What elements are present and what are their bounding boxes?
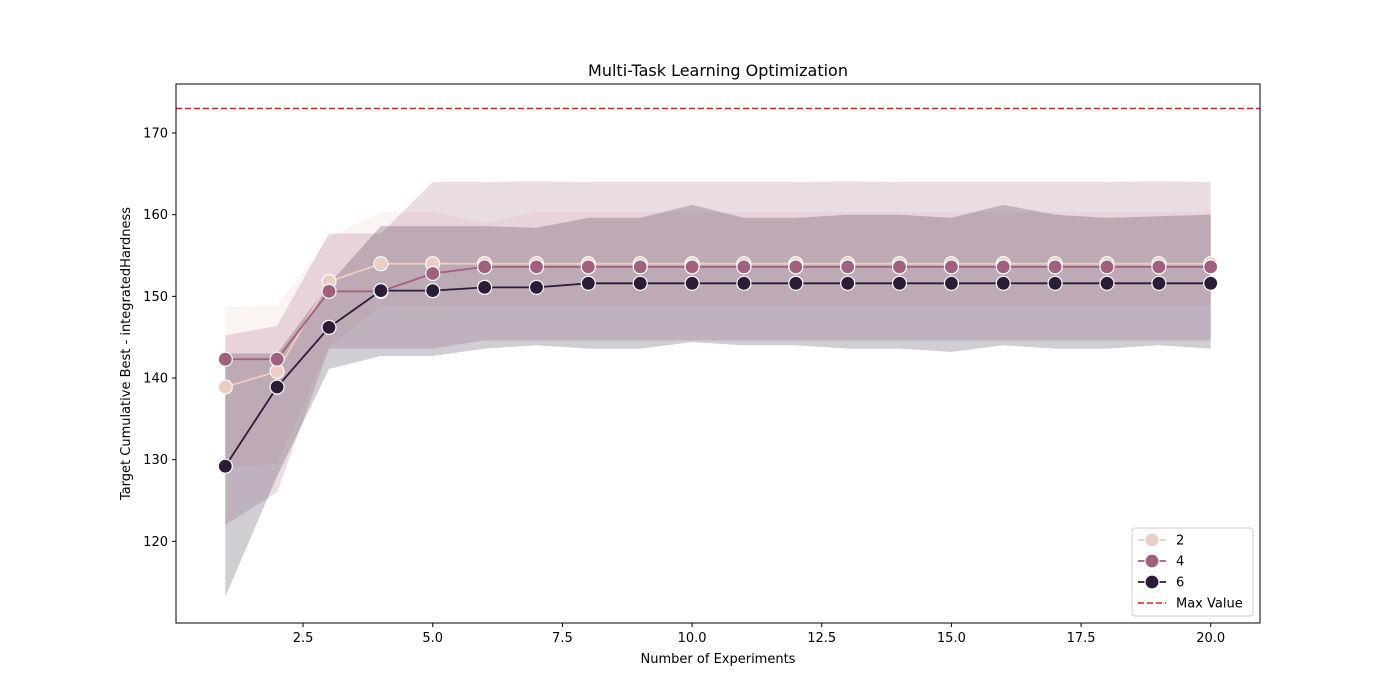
point-series-6-x14 <box>891 275 908 291</box>
legend-marker-4 <box>1144 553 1160 569</box>
point-series-6-x20 <box>1203 275 1219 291</box>
point-series-4-x19 <box>1151 259 1167 275</box>
legend-marker-6 <box>1144 574 1160 590</box>
point-series-4-x13 <box>840 259 856 275</box>
point-series-6-x3 <box>321 319 337 335</box>
point-series-4-x10 <box>684 259 700 275</box>
point-series-6-x4 <box>373 283 389 299</box>
point-series-6-x9 <box>632 275 648 291</box>
point-series-6-x7 <box>528 279 545 295</box>
point-series-6-x11 <box>736 275 752 291</box>
point-series-6-x6 <box>477 279 493 295</box>
y-tick-label: 170 <box>143 127 168 142</box>
point-series-6-x18 <box>1099 275 1115 291</box>
y-tick-label: 140 <box>143 372 168 387</box>
plot-area <box>175 83 1261 624</box>
legend: 2 4 6 Max Value <box>1131 527 1254 617</box>
point-series-2-x4 <box>373 256 389 272</box>
point-series-6-x15 <box>943 275 960 291</box>
x-tick-label: 15.0 <box>937 631 966 646</box>
point-series-4-x20 <box>1203 259 1219 275</box>
x-tick-label: 12.5 <box>807 631 836 646</box>
legend-label: 2 <box>1176 534 1184 549</box>
legend-label: Max Value <box>1176 597 1243 612</box>
chart-title: Multi-Task Learning Optimization <box>588 61 848 80</box>
point-series-4-x8 <box>580 259 596 275</box>
x-axis-label: Number of Experiments <box>641 652 796 667</box>
point-series-4-x18 <box>1099 259 1115 275</box>
x-tick-label: 10.0 <box>678 631 707 646</box>
point-series-4-x17 <box>1047 259 1063 275</box>
y-axis-label: Target Cumulative Best - integratedHardn… <box>119 207 134 501</box>
legend-marker-2 <box>1144 532 1160 548</box>
point-series-4-x5 <box>425 265 441 282</box>
point-series-4-x9 <box>632 259 648 275</box>
y-tick-label: 120 <box>143 535 168 550</box>
y-axis: 120 130 140 150 160 170 <box>143 127 176 550</box>
point-series-4-x11 <box>736 259 752 275</box>
x-axis: 2.5 5.0 7.5 10.0 12.5 15.0 17.5 20.0 <box>293 623 1225 646</box>
point-series-4-x14 <box>891 259 908 275</box>
confidence-bands <box>225 181 1211 597</box>
point-series-6-x13 <box>840 275 856 291</box>
legend-label: 4 <box>1176 555 1184 570</box>
point-series-6-x2 <box>269 379 285 395</box>
y-tick-label: 160 <box>143 208 168 223</box>
series-line-4 <box>225 265 1211 361</box>
point-series-4-x6 <box>477 259 493 275</box>
x-tick-label: 17.5 <box>1067 631 1096 646</box>
point-series-4-x2 <box>269 351 285 367</box>
point-series-4-x1 <box>217 351 233 367</box>
point-series-6-x10 <box>684 275 700 291</box>
confidence-band-series-6 <box>225 204 1211 597</box>
legend-label: 6 <box>1176 576 1184 591</box>
point-series-4-x7 <box>528 259 545 275</box>
series-line-6 <box>224 282 1211 467</box>
x-tick-label: 2.5 <box>293 631 314 646</box>
point-series-6-x19 <box>1151 275 1167 291</box>
x-tick-label: 20.0 <box>1196 631 1225 646</box>
y-tick-label: 150 <box>143 290 168 305</box>
point-series-4-x15 <box>943 259 960 275</box>
y-tick-label: 130 <box>143 453 168 468</box>
point-series-2-x1 <box>217 379 233 395</box>
x-tick-label: 7.5 <box>552 631 573 646</box>
point-series-6-x16 <box>995 275 1011 291</box>
point-series-6-x1 <box>217 458 233 474</box>
point-series-4-x16 <box>995 259 1011 275</box>
confidence-band-series-2 <box>225 212 1211 468</box>
point-series-6-x8 <box>580 275 596 291</box>
point-series-4-x3 <box>321 283 337 299</box>
point-series-4-x12 <box>788 259 804 275</box>
point-series-6-x5 <box>425 283 441 299</box>
series-line-2 <box>225 262 1211 388</box>
series-lines <box>224 262 1211 467</box>
legend-box <box>1131 527 1254 617</box>
series-markers <box>217 256 1219 474</box>
point-series-6-x17 <box>1047 275 1063 291</box>
x-tick-label: 5.0 <box>422 631 443 646</box>
point-series-6-x12 <box>788 275 804 291</box>
